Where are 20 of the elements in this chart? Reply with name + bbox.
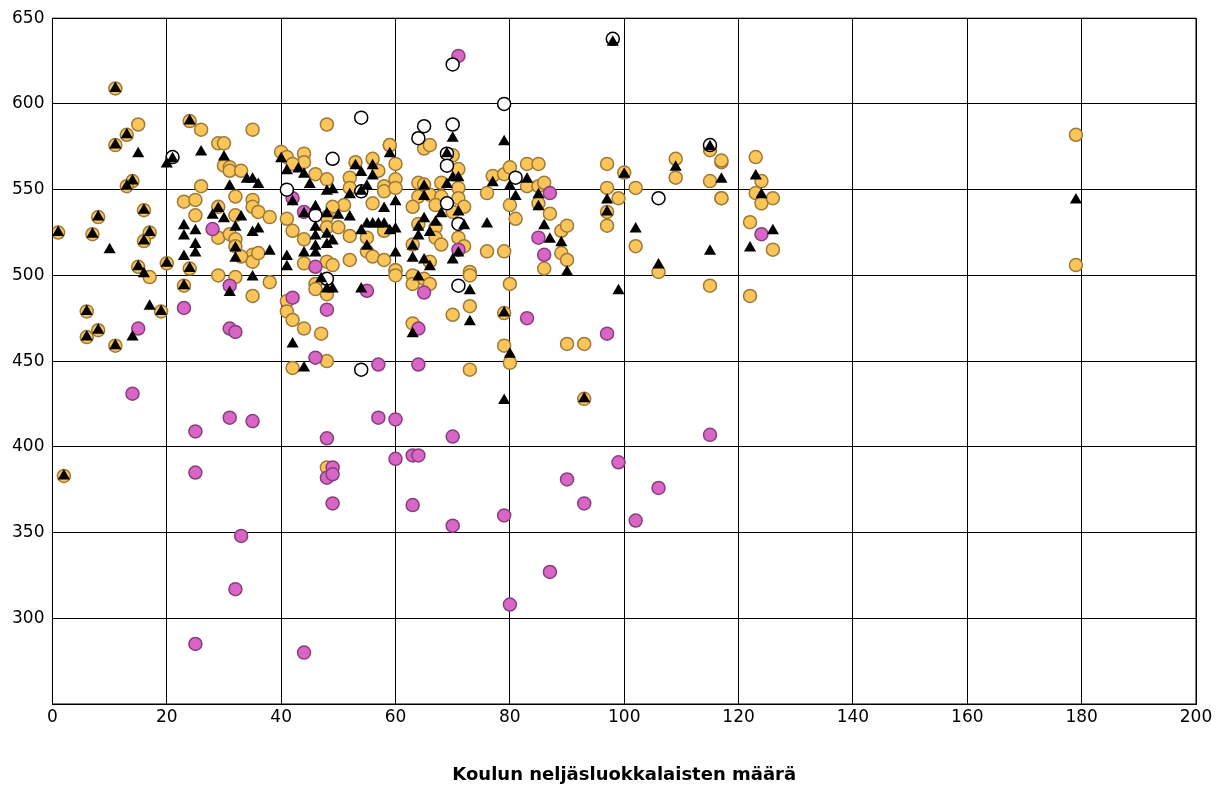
y-tick-label: 500 — [11, 263, 45, 284]
y-tick-label: 600 — [11, 92, 45, 113]
x-tick-label: 0 — [47, 705, 58, 726]
y-tick-label: 400 — [11, 435, 45, 456]
x-tick-label: 20 — [155, 705, 178, 726]
x-tick-label: 80 — [499, 705, 521, 726]
x-tick-label: 60 — [384, 705, 407, 726]
x-tick-label: 100 — [608, 705, 641, 726]
y-tick-label: 550 — [11, 178, 45, 199]
y-tick-label: 300 — [11, 606, 45, 627]
x-tick-label: 160 — [951, 705, 984, 726]
x-tick-label: 200 — [1179, 705, 1213, 726]
y-tick-label: 450 — [11, 349, 45, 370]
x-tick-label: 40 — [270, 705, 292, 726]
y-tick-label: 350 — [11, 520, 45, 541]
y-tick-label: 650 — [11, 6, 45, 27]
x-tick-label: 140 — [836, 705, 870, 726]
x-tick-label: 120 — [722, 705, 755, 726]
x-axis-title: Koulun neljäsluokkalaisten määrä — [452, 762, 797, 784]
x-tick-label: 180 — [1065, 705, 1098, 726]
